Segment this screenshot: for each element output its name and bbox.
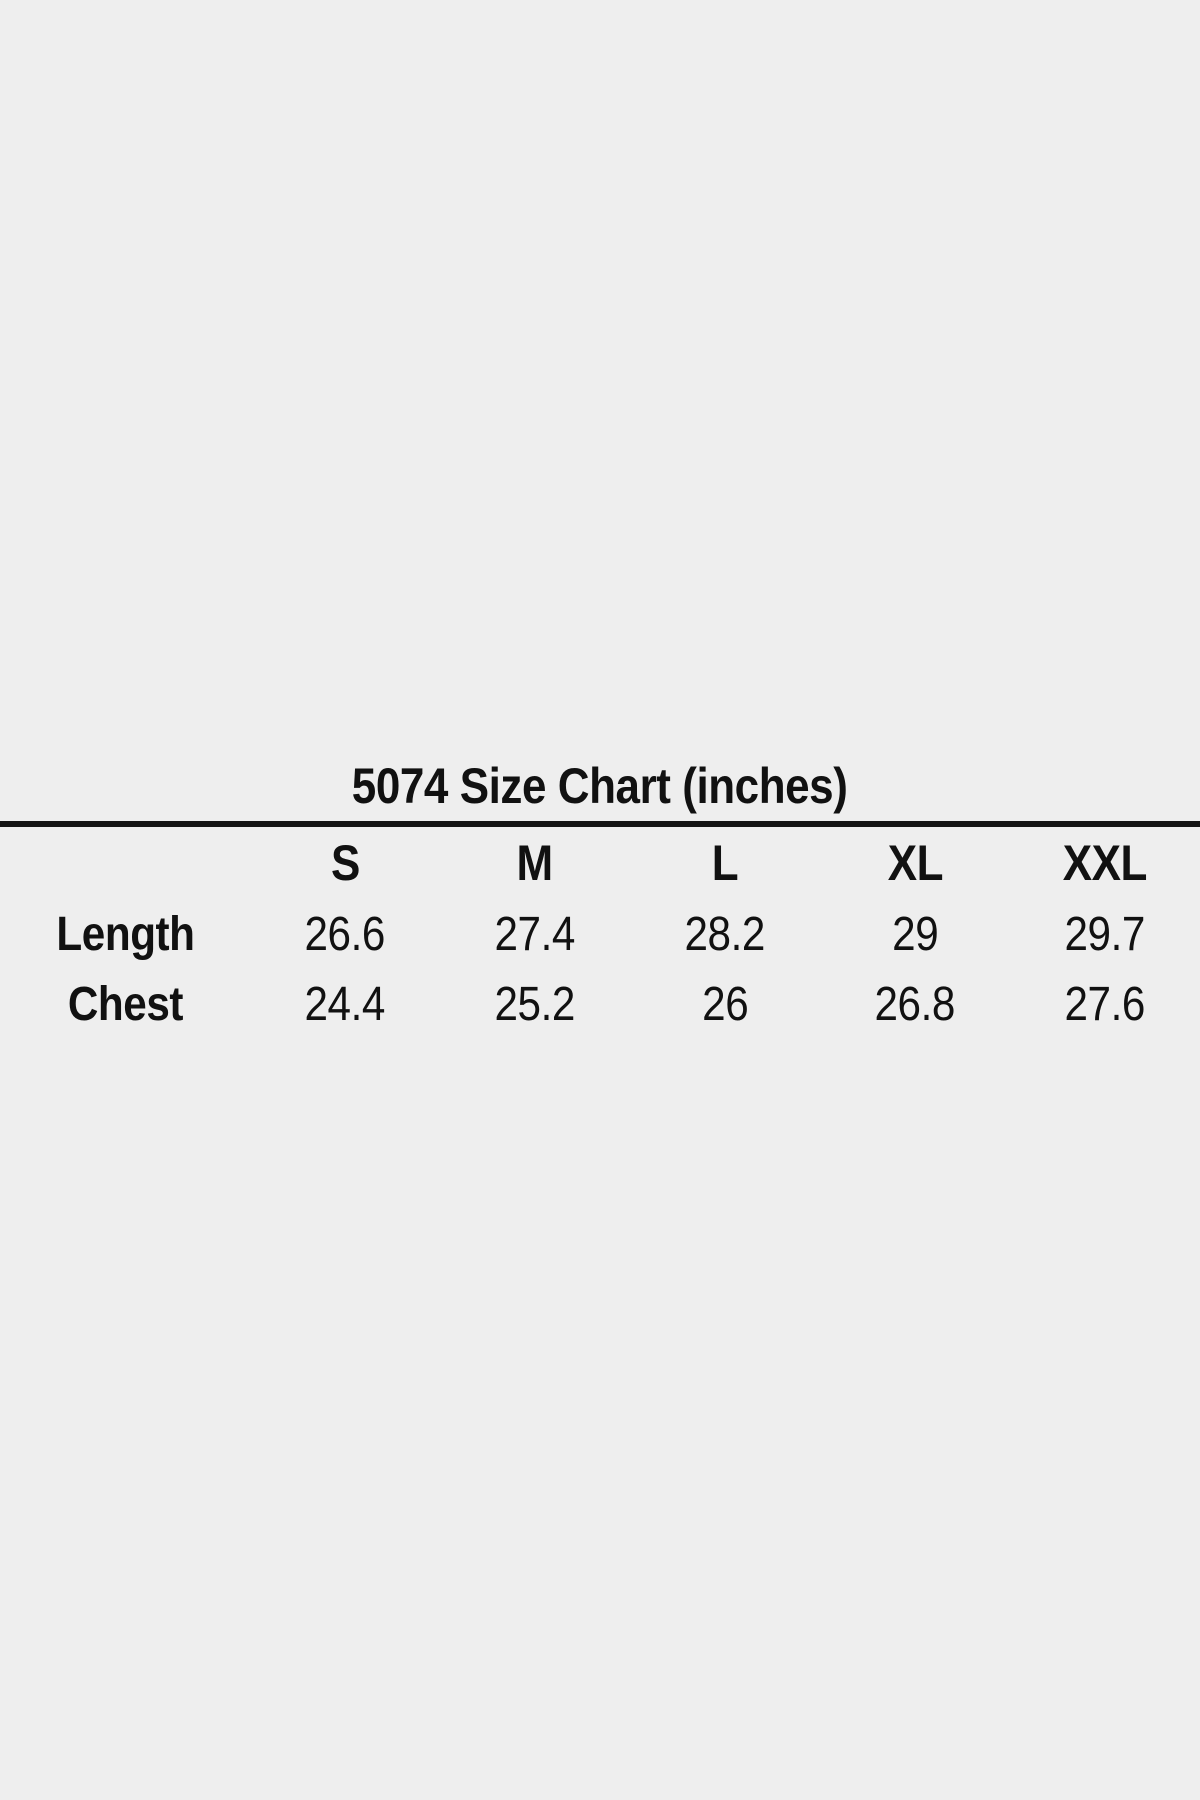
chest-xxl-text: 27.6: [1064, 977, 1146, 1031]
size-chart-title-text: 5074 Size Chart (inches): [352, 758, 848, 814]
chest-value-m: 25.2: [440, 969, 630, 1039]
header-cell-m: M: [440, 827, 630, 899]
size-chart-section: 5074 Size Chart (inches) S M L XL XXL: [0, 757, 1200, 1039]
header-cell-l: L: [630, 827, 820, 899]
size-label-l: L: [711, 835, 739, 891]
row-label-chest-text: Chest: [67, 977, 183, 1031]
length-s-text: 26.6: [304, 907, 386, 961]
size-label-xxl: XXL: [1062, 835, 1148, 891]
size-label-xl: XL: [887, 835, 943, 891]
size-label-m: M: [516, 835, 554, 891]
size-header-row: S M L XL XXL: [0, 827, 1200, 899]
length-xxl-text: 29.7: [1064, 907, 1146, 961]
length-value-xl: 29: [820, 899, 1010, 969]
length-value-l: 28.2: [630, 899, 820, 969]
length-value-s: 26.6: [250, 899, 440, 969]
length-xl-text: 29: [891, 907, 939, 961]
chest-value-xxl: 27.6: [1010, 969, 1200, 1039]
chest-value-l: 26: [630, 969, 820, 1039]
size-chart-table: S M L XL XXL Length 26.6 27.4 28.2 29 29…: [0, 827, 1200, 1039]
header-cell-s: S: [250, 827, 440, 899]
header-cell-blank: [0, 827, 250, 899]
chest-s-text: 24.4: [304, 977, 386, 1031]
length-l-text: 28.2: [684, 907, 766, 961]
size-label-s: S: [330, 835, 360, 891]
chest-value-s: 24.4: [250, 969, 440, 1039]
size-chart-title: 5074 Size Chart (inches): [0, 757, 1200, 815]
chest-xl-text: 26.8: [874, 977, 956, 1031]
row-label-chest: Chest: [0, 969, 250, 1039]
length-value-xxl: 29.7: [1010, 899, 1200, 969]
header-cell-xxl: XXL: [1010, 827, 1200, 899]
header-cell-xl: XL: [820, 827, 1010, 899]
chest-value-xl: 26.8: [820, 969, 1010, 1039]
title-divider-line: [0, 821, 1200, 827]
chest-l-text: 26: [701, 977, 749, 1031]
chest-m-text: 25.2: [494, 977, 576, 1031]
table-row-length: Length 26.6 27.4 28.2 29 29.7: [0, 899, 1200, 969]
row-label-length-text: Length: [55, 907, 195, 961]
length-value-m: 27.4: [440, 899, 630, 969]
table-row-chest: Chest 24.4 25.2 26 26.8 27.6: [0, 969, 1200, 1039]
length-m-text: 27.4: [494, 907, 576, 961]
row-label-length: Length: [0, 899, 250, 969]
